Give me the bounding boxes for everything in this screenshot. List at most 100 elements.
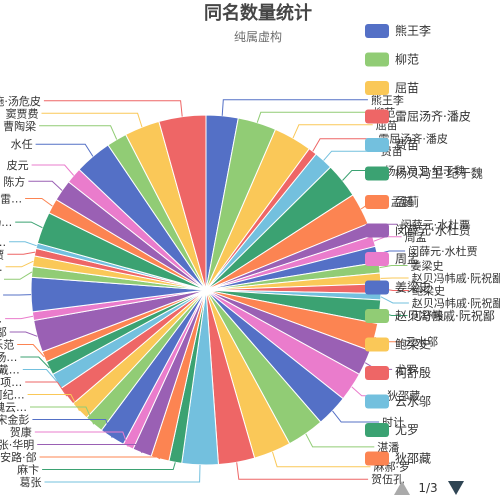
slice-label: 狄邵藏	[387, 390, 420, 403]
legend-swatch[interactable]	[365, 366, 389, 380]
slice-label: 窦贾费	[6, 107, 39, 120]
slice-label: 水任	[11, 138, 33, 151]
legend-swatch[interactable]	[365, 337, 389, 352]
slice-label: 麻卞	[17, 463, 39, 477]
slice-label: 杨…	[0, 215, 12, 229]
slice-label: 宋金彭	[0, 413, 29, 427]
legend-swatch[interactable]	[365, 52, 389, 67]
legend-label[interactable]: 云水邬	[395, 394, 431, 409]
slice-label: 葛魏云…	[0, 400, 27, 414]
label-leader-line	[27, 394, 80, 412]
legend-swatch[interactable]	[365, 423, 389, 437]
legend-label[interactable]: 屈苗	[395, 81, 419, 95]
label-leader-line	[20, 356, 50, 369]
legend: 熊王李柳范屈苗雷屈汤齐·潘皮费苗杨贝冯卫·纪于魏孟蓟闵薛元·水杜贾周孟姜梁史赵贝…	[365, 23, 495, 466]
label-leader-line	[42, 462, 176, 470]
legend-swatch[interactable]	[365, 138, 389, 152]
slice-label: 平贾	[0, 248, 4, 261]
label-leader-line	[30, 406, 95, 425]
slice-label: 赵贝冯帏戚·阮祝鄙	[412, 296, 500, 310]
label-leader-line	[25, 198, 53, 207]
legend-swatch[interactable]	[365, 451, 389, 466]
legend-label[interactable]: 熊王李	[395, 23, 431, 38]
slice-label: 乐范	[0, 338, 14, 352]
legend-label[interactable]: 孟蓟	[395, 195, 419, 209]
legend-next-page-icon[interactable]	[448, 481, 464, 495]
legend-label[interactable]: 赵贝冯帏戚·阮祝鄙	[395, 309, 495, 323]
legend-label[interactable]: 杨贝冯卫·纪于魏	[395, 166, 483, 181]
legend-label[interactable]: 费苗	[395, 138, 419, 152]
legend-label[interactable]: 闵薛元·水杜贾	[395, 223, 471, 238]
slice-label: 熊王李	[371, 93, 404, 107]
legend-swatch[interactable]	[365, 394, 389, 409]
slice-label: 何纪…	[0, 389, 25, 402]
slice-label: 苏项…	[0, 376, 22, 389]
label-leader-line	[312, 138, 376, 152]
legend-swatch[interactable]	[365, 280, 389, 295]
label-leader-line	[17, 344, 45, 358]
slice-label: 湛潘	[377, 441, 399, 454]
slice-label: 云水邬	[405, 335, 438, 349]
label-leader-line	[236, 462, 369, 480]
label-leader-line	[34, 431, 129, 447]
legend-swatch[interactable]	[365, 223, 389, 238]
legend-page-indicator: 1/3	[418, 481, 437, 495]
slice-label: 闵薛元·水杜贾	[401, 217, 471, 231]
label-leader-line	[43, 100, 183, 117]
legend-swatch[interactable]	[365, 195, 389, 209]
slice-label: 何舒殷	[411, 309, 444, 323]
legend-swatch[interactable]	[365, 24, 389, 38]
label-leader-line	[22, 369, 58, 382]
slice-label: 伏张·华明	[0, 438, 34, 452]
pie-labels: 熊王李柳范屈苗雷屈汤齐·潘皮费苗杨贝冯卫·纪于魏孟蓟闵薛元·水杜贾周孟闵薛元·水…	[0, 93, 500, 489]
slice-label: 吴…	[0, 313, 2, 326]
legend-label[interactable]: 何舒殷	[395, 366, 431, 380]
slice-label: 汤…	[0, 350, 17, 364]
legend-label[interactable]: 雷屈汤齐·潘皮	[395, 109, 471, 124]
label-leader-line	[31, 164, 75, 176]
label-leader-line	[41, 112, 143, 128]
legend-swatch[interactable]	[365, 166, 389, 181]
label-leader-line	[15, 221, 43, 229]
slice-label: 杨贝冯卫·纪于魏	[385, 164, 466, 178]
slice-label: 曹成邵岑施·汤危皮	[0, 94, 41, 108]
slice-label: 孟蓟	[391, 196, 413, 209]
legend-label[interactable]: 鲍梁史	[395, 337, 431, 352]
legend-swatch[interactable]	[365, 81, 389, 95]
slice-label: 皮元	[7, 159, 29, 172]
label-leader-line	[4, 271, 33, 280]
slice-label: 葛张	[20, 476, 42, 489]
legend-label[interactable]: 狄邵藏	[395, 452, 431, 466]
label-leader-line	[28, 180, 63, 191]
legend-label[interactable]: 周孟	[395, 252, 419, 266]
slice-label: 闵薛元·水杜贾	[408, 244, 478, 258]
pie-slice[interactable]	[158, 114, 207, 291]
label-leader-line	[221, 99, 368, 116]
label-leader-line	[9, 241, 37, 247]
slice-label: 赵贝冯帏戚·阮祝鄙	[412, 271, 500, 285]
slice-label: 章戴…	[0, 363, 20, 377]
chart-title: 同名数量统计	[204, 2, 312, 24]
legend-label[interactable]: 尤罗	[395, 423, 419, 437]
label-leader-line	[256, 111, 371, 123]
pie-leader-lines	[3, 99, 409, 483]
legend-pager: 1/3	[394, 481, 464, 495]
legend-prev-page-icon[interactable]	[394, 481, 410, 495]
label-leader-line	[380, 296, 409, 304]
legend-swatch[interactable]	[365, 309, 389, 323]
slice-label: 滕邬	[0, 325, 7, 339]
legend-swatch[interactable]	[365, 109, 389, 124]
legend-label[interactable]: 姜梁史	[395, 280, 431, 295]
legend-swatch[interactable]	[365, 252, 389, 266]
label-leader-line	[332, 410, 380, 423]
slice-label: 贺伍孔	[371, 473, 404, 486]
slice-label: 傅…	[0, 272, 1, 286]
slice-label: 安路·郃	[0, 450, 37, 464]
slice-label: 云…	[0, 261, 3, 274]
label-leader-line	[25, 381, 68, 397]
legend-label[interactable]: 柳范	[395, 53, 419, 67]
slice-label: 尤罗	[395, 363, 417, 376]
label-leader-line	[7, 251, 36, 255]
slice-label: 曹陶梁	[3, 119, 36, 133]
